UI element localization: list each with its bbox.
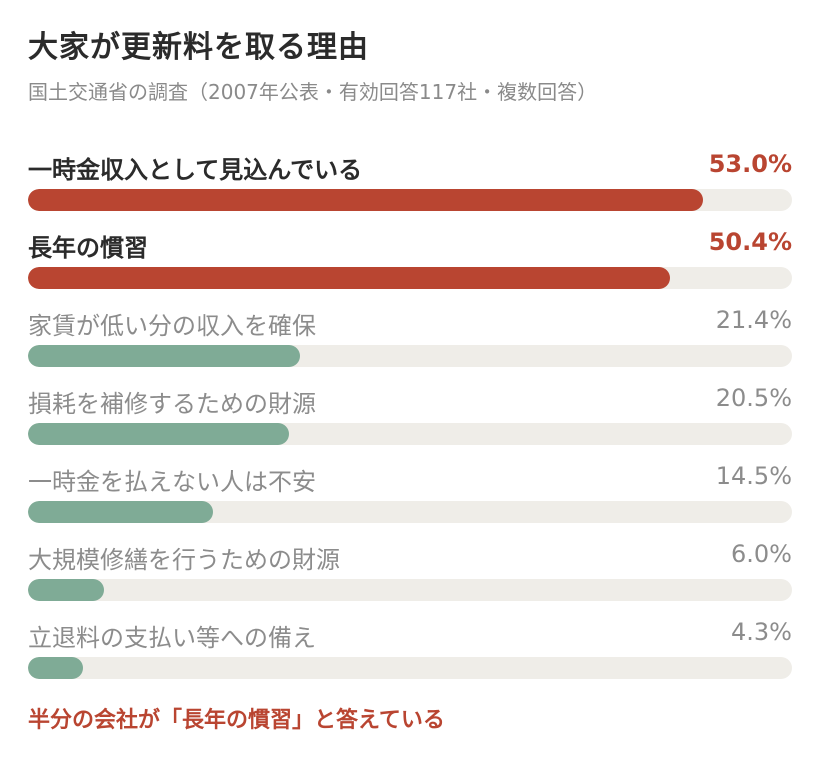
category-label: 家賃が低い分の収入を確保: [28, 312, 316, 340]
bar: [28, 189, 703, 211]
chart-title: 大家が更新料を取る理由: [28, 30, 369, 65]
category-label: 長年の慣習: [28, 234, 148, 262]
bar-row: 大規模修繕を行うための財源 6.0%: [28, 538, 792, 616]
bar-track: [28, 267, 792, 289]
chart-subtitle: 国土交通省の調査（2007年公表・有効回答117社・複数回答）: [28, 80, 598, 104]
bar-track: [28, 345, 792, 367]
bar: [28, 501, 213, 523]
category-label: 大規模修繕を行うための財源: [28, 546, 340, 574]
bar-row: 立退料の支払い等への備え 4.3%: [28, 616, 792, 694]
category-label: 損耗を補修するための財源: [28, 390, 316, 418]
bar-track: [28, 423, 792, 445]
value-label: 20.5%: [715, 384, 792, 412]
bar-track: [28, 579, 792, 601]
bar-row: 損耗を補修するための財源 20.5%: [28, 382, 792, 460]
bar-track: [28, 501, 792, 523]
bar-row: 一時金収入として見込んでいる 53.0%: [28, 148, 792, 226]
bar-track: [28, 657, 792, 679]
category-label: 一時金を払えない人は不安: [28, 468, 316, 496]
value-label: 53.0%: [708, 150, 792, 178]
bar: [28, 657, 83, 679]
bar-track: [28, 189, 792, 211]
bar: [28, 423, 289, 445]
value-label: 14.5%: [715, 462, 792, 490]
category-label: 一時金収入として見込んでいる: [28, 156, 363, 184]
bar-row: 家賃が低い分の収入を確保 21.4%: [28, 304, 792, 382]
category-label: 立退料の支払い等への備え: [28, 624, 316, 652]
bar: [28, 579, 104, 601]
bar: [28, 345, 300, 367]
bar-row: 一時金を払えない人は不安 14.5%: [28, 460, 792, 538]
value-label: 6.0%: [731, 540, 792, 568]
value-label: 50.4%: [708, 228, 792, 256]
bar-rows: 一時金収入として見込んでいる 53.0% 長年の慣習 50.4% 家賃が低い分の収入を確…: [28, 148, 792, 694]
bar: [28, 267, 670, 289]
bar-row: 長年の慣習 50.4%: [28, 226, 792, 304]
value-label: 4.3%: [731, 618, 792, 646]
value-label: 21.4%: [715, 306, 792, 334]
chart-footnote: 半分の会社が「長年の慣習」と答えている: [28, 708, 445, 733]
